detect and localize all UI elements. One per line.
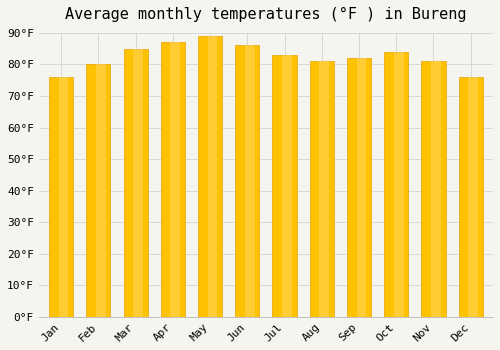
- Bar: [282, 55, 292, 317]
- Bar: [198, 36, 222, 317]
- Bar: [384, 52, 408, 317]
- Bar: [458, 77, 483, 317]
- Bar: [431, 61, 440, 317]
- Bar: [356, 58, 366, 317]
- Bar: [58, 77, 68, 317]
- Bar: [394, 52, 404, 317]
- Bar: [208, 36, 218, 317]
- Title: Average monthly temperatures (°F ) in Bureng: Average monthly temperatures (°F ) in Bu…: [65, 7, 466, 22]
- Bar: [86, 64, 110, 317]
- Bar: [320, 61, 329, 317]
- Bar: [235, 46, 260, 317]
- Bar: [310, 61, 334, 317]
- Bar: [133, 49, 143, 317]
- Bar: [245, 46, 254, 317]
- Bar: [96, 64, 106, 317]
- Bar: [124, 49, 148, 317]
- Bar: [468, 77, 478, 317]
- Bar: [347, 58, 371, 317]
- Bar: [272, 55, 296, 317]
- Bar: [170, 42, 180, 317]
- Bar: [160, 42, 185, 317]
- Bar: [422, 61, 446, 317]
- Bar: [49, 77, 73, 317]
